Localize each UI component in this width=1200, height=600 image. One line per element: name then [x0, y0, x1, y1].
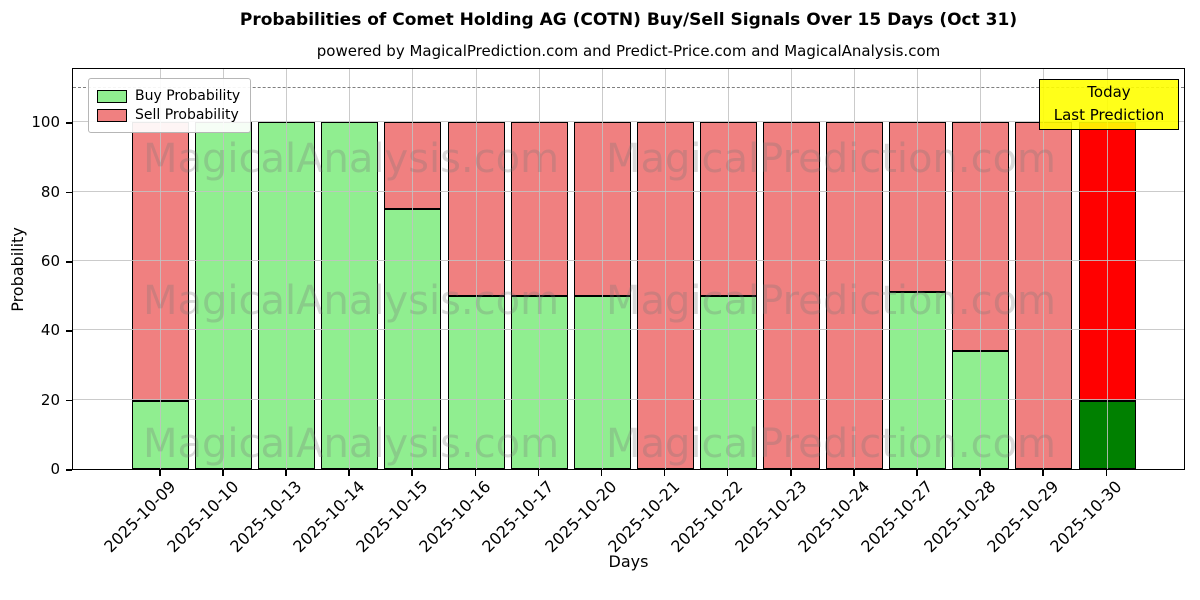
buy-swatch-icon [97, 89, 127, 103]
x-tick-mark [853, 470, 855, 476]
x-tick-label: 2025-10-21 [604, 477, 684, 557]
x-tick-mark [916, 470, 918, 476]
vertical-gridline [917, 69, 919, 469]
x-tick-label: 2025-10-29 [983, 477, 1063, 557]
today-annotation: Today Last Prediction [1039, 79, 1179, 130]
vertical-gridline [664, 69, 666, 469]
y-tick-label: 60 [40, 252, 60, 271]
legend-label-sell: Sell Probability [135, 107, 239, 123]
x-axis-label: Days [608, 552, 649, 571]
x-tick-label: 2025-10-28 [920, 477, 1000, 557]
x-tick-label: 2025-10-10 [162, 477, 243, 557]
x-tick-mark [790, 470, 792, 476]
today-annotation-line2: Last Prediction [1053, 106, 1165, 125]
x-tick-mark [979, 470, 981, 476]
legend-label-buy: Buy Probability [135, 88, 241, 104]
chart-subtitle: powered by MagicalPrediction.com and Pre… [316, 42, 941, 60]
vertical-gridline [1043, 69, 1045, 469]
vertical-gridline [286, 69, 288, 469]
x-tick-label: 2025-10-23 [730, 477, 810, 557]
legend-item-buy: Buy Probability [97, 88, 240, 104]
y-tick-mark [66, 191, 72, 194]
vertical-gridline [727, 69, 729, 469]
dashed-threshold-line [73, 86, 1184, 88]
horizontal-gridline [73, 190, 1184, 192]
y-tick-mark [66, 122, 72, 124]
x-tick-mark [1105, 470, 1107, 476]
x-tick-label: 2025-10-27 [856, 477, 937, 557]
x-tick-label: 2025-10-13 [225, 477, 306, 557]
x-tick-label: 2025-10-15 [352, 477, 432, 557]
x-tick-label: 2025-10-17 [478, 477, 558, 557]
chart-title: Probabilities of Comet Holding AG (COTN)… [239, 10, 1018, 30]
y-tick-label: 80 [40, 182, 60, 201]
vertical-gridline [791, 69, 792, 469]
x-tick-label: 2025-10-30 [1046, 477, 1126, 557]
x-tick-mark [474, 470, 476, 476]
legend: Buy Probability Sell Probability [88, 78, 252, 133]
vertical-gridline [538, 69, 540, 469]
x-tick-mark [726, 470, 729, 476]
sell-swatch-icon [97, 108, 127, 122]
horizontal-gridline [73, 329, 1184, 331]
plot-area: Buy Probability Sell Probability Today L… [72, 68, 1185, 470]
vertical-gridline [854, 69, 856, 469]
x-tick-mark [411, 470, 413, 476]
vertical-gridline [980, 69, 982, 469]
horizontal-gridline [73, 260, 1184, 262]
x-tick-mark [1042, 470, 1044, 476]
x-tick-mark [600, 470, 603, 476]
legend-item-sell: Sell Probability [97, 107, 240, 123]
y-tick-mark [66, 399, 72, 402]
vertical-gridline [223, 69, 225, 469]
y-tick-label: 0 [50, 460, 60, 478]
vertical-gridline [1106, 69, 1108, 469]
y-tick-mark [66, 469, 72, 471]
y-tick-mark [66, 261, 72, 263]
x-tick-mark [285, 470, 287, 476]
vertical-gridline [412, 69, 414, 469]
vertical-gridline [160, 69, 161, 469]
x-tick-label: 2025-10-24 [793, 477, 874, 557]
horizontal-gridline [73, 398, 1184, 400]
vertical-gridline [475, 69, 477, 469]
x-tick-mark [348, 470, 350, 476]
x-tick-mark [537, 470, 540, 476]
x-tick-mark [663, 470, 666, 476]
x-tick-label: 2025-10-09 [99, 477, 179, 557]
x-tick-label: 2025-10-22 [667, 477, 747, 557]
x-tick-mark [222, 470, 224, 476]
x-tick-label: 2025-10-14 [289, 477, 369, 557]
today-annotation-line1: Today [1087, 83, 1131, 101]
y-tick-label: 20 [40, 390, 60, 409]
vertical-gridline [349, 69, 351, 469]
x-tick-label: 2025-10-20 [541, 477, 621, 557]
y-tick-mark [66, 330, 72, 332]
y-tick-label: 40 [40, 321, 60, 340]
horizontal-gridline [73, 121, 1184, 123]
x-tick-label: 2025-10-16 [415, 477, 495, 557]
y-tick-label: 100 [31, 113, 60, 132]
vertical-gridline [601, 69, 603, 469]
x-tick-mark [159, 470, 161, 476]
